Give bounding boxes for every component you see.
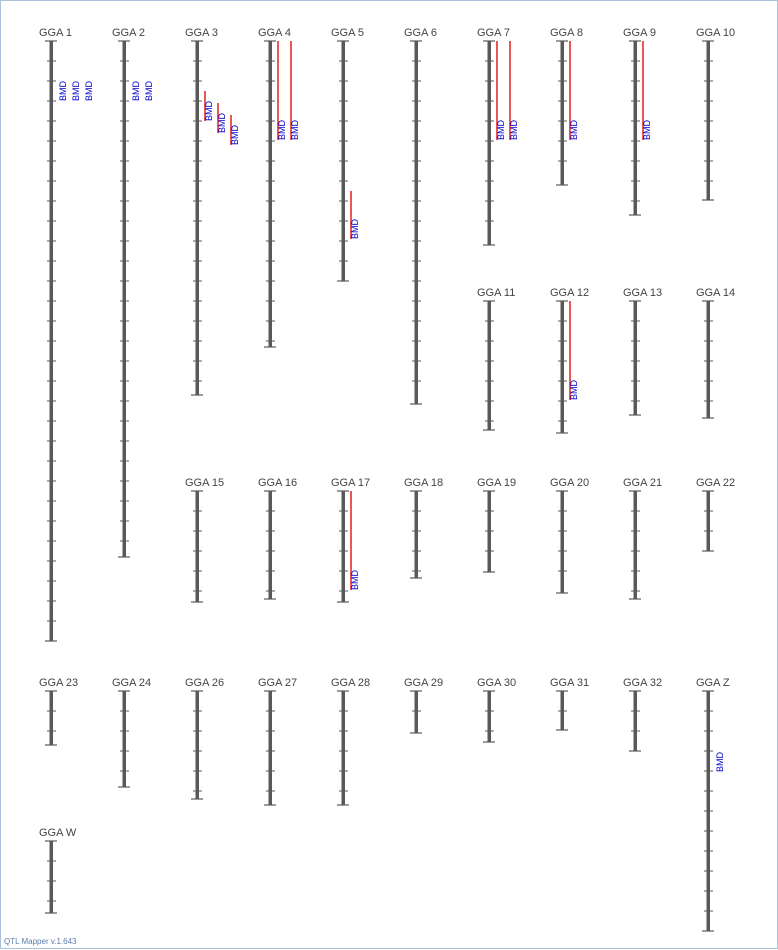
gga-7-qtl-label: BMD [509, 120, 519, 141]
gga-1-qtl-label: BMD [84, 81, 94, 102]
gga-26-label: GGA 26 [185, 677, 224, 689]
gga-14-bar [706, 301, 710, 418]
gga-3-qtl-label: BMD [230, 125, 240, 146]
gga-29-bar [414, 691, 418, 733]
gga-2-label: GGA 2 [112, 27, 145, 39]
gga-z-qtl-label: BMD [715, 752, 725, 773]
gga-23-bar [49, 691, 53, 745]
gga-3-bar [195, 41, 199, 395]
gga-16-label: GGA 16 [258, 477, 297, 489]
gga-30-bar [487, 691, 491, 742]
gga-6-label: GGA 6 [404, 27, 437, 39]
gga-3-qtl-label: BMD [217, 113, 227, 134]
gga-8-bar [560, 41, 564, 185]
gga-18-label: GGA 18 [404, 477, 443, 489]
gga-4-qtl-label: BMD [290, 120, 300, 141]
gga-9-qtl-label: BMD [642, 120, 652, 141]
gga-6-bar [414, 41, 418, 404]
gga-27-label: GGA 27 [258, 677, 297, 689]
gga-22-bar [706, 491, 710, 551]
gga-13-bar [633, 301, 637, 415]
gga-w-label: GGA W [39, 827, 77, 839]
version-footer: QTL Mapper v.1.643 [4, 937, 77, 946]
gga-16-bar [268, 491, 272, 599]
gga-2-bar [122, 41, 126, 557]
gga-4-label: GGA 4 [258, 27, 291, 39]
gga-7-bar [487, 41, 491, 245]
gga-15-bar [195, 491, 199, 602]
gga-14-label: GGA 14 [696, 287, 735, 299]
gga-21-bar [633, 491, 637, 599]
gga-11-label: GGA 11 [477, 287, 515, 299]
gga-8-qtl-label: BMD [569, 120, 579, 141]
gga-17-qtl-label: BMD [350, 570, 360, 591]
gga-1-qtl-label: BMD [58, 81, 68, 102]
gga-21-label: GGA 21 [623, 477, 662, 489]
gga-28-bar [341, 691, 345, 805]
gga-8-label: GGA 8 [550, 27, 583, 39]
gga-13-label: GGA 13 [623, 287, 662, 299]
gga-10-label: GGA 10 [696, 27, 735, 39]
gga-1-qtl-label: BMD [71, 81, 81, 102]
gga-7-qtl-label: BMD [496, 120, 506, 141]
gga-32-label: GGA 32 [623, 677, 662, 689]
gga-23-label: GGA 23 [39, 677, 78, 689]
gga-24-label: GGA 24 [112, 677, 151, 689]
gga-4-bar [268, 41, 272, 347]
gga-32-bar [633, 691, 637, 751]
gga-w-bar [49, 841, 53, 913]
gga-24-bar [122, 691, 126, 787]
gga-28-label: GGA 28 [331, 677, 370, 689]
gga-9-label: GGA 9 [623, 27, 656, 39]
gga-29-label: GGA 29 [404, 677, 443, 689]
gga-2-qtl-label: BMD [131, 81, 141, 102]
gga-3-qtl-label: BMD [204, 101, 214, 122]
gga-1-label: GGA 1 [39, 27, 72, 39]
gga-12-qtl-label: BMD [569, 380, 579, 401]
gga-z-label: GGA Z [696, 677, 730, 689]
gga-31-label: GGA 31 [550, 677, 589, 689]
gga-30-label: GGA 30 [477, 677, 516, 689]
gga-19-label: GGA 19 [477, 477, 516, 489]
gga-18-bar [414, 491, 418, 578]
gga-2-qtl-label: BMD [144, 81, 154, 102]
gga-20-bar [560, 491, 564, 593]
gga-7-label: GGA 7 [477, 27, 510, 39]
gga-15-label: GGA 15 [185, 477, 224, 489]
gga-22-label: GGA 22 [696, 477, 735, 489]
gga-12-label: GGA 12 [550, 287, 589, 299]
gga-17-bar [341, 491, 345, 602]
gga-17-label: GGA 17 [331, 477, 370, 489]
gga-27-bar [268, 691, 272, 805]
gga-20-label: GGA 20 [550, 477, 589, 489]
gga-5-qtl-label: BMD [350, 219, 360, 240]
gga-3-label: GGA 3 [185, 27, 218, 39]
gga-5-label: GGA 5 [331, 27, 364, 39]
gga-12-bar [560, 301, 564, 433]
gga-26-bar [195, 691, 199, 799]
gga-11-bar [487, 301, 491, 430]
gga-4-qtl-label: BMD [277, 120, 287, 141]
gga-9-bar [633, 41, 637, 215]
